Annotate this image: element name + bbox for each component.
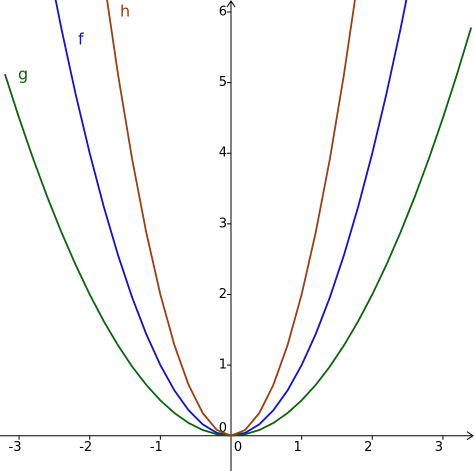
x-tick-label: 1: [293, 440, 301, 455]
y-tick-label: 0: [219, 421, 227, 436]
y-tick-label: 5: [219, 75, 227, 90]
curve: [54, 0, 408, 437]
x-axis-arrow: [466, 431, 474, 441]
x-tick-label: 2: [364, 440, 372, 455]
x-tick-label: -1: [150, 440, 163, 455]
y-tick-label: 2: [219, 287, 227, 302]
y-tick-label: 4: [219, 146, 227, 161]
y-tick-label: 1: [219, 358, 227, 373]
y-tick-label: 6: [219, 5, 227, 20]
x-tick-label: -3: [9, 440, 22, 455]
y-tick-label: 3: [219, 216, 227, 231]
x-tick-label: 0: [234, 440, 242, 455]
curve-label: g: [18, 65, 28, 84]
curve: [106, 0, 356, 437]
x-tick-label: -2: [79, 440, 92, 455]
y-axis-arrow: [226, 0, 236, 8]
curve: [4, 27, 473, 437]
x-tick-label: 3: [435, 440, 443, 455]
curve-label: h: [120, 2, 130, 21]
curve-label: f: [78, 30, 84, 49]
